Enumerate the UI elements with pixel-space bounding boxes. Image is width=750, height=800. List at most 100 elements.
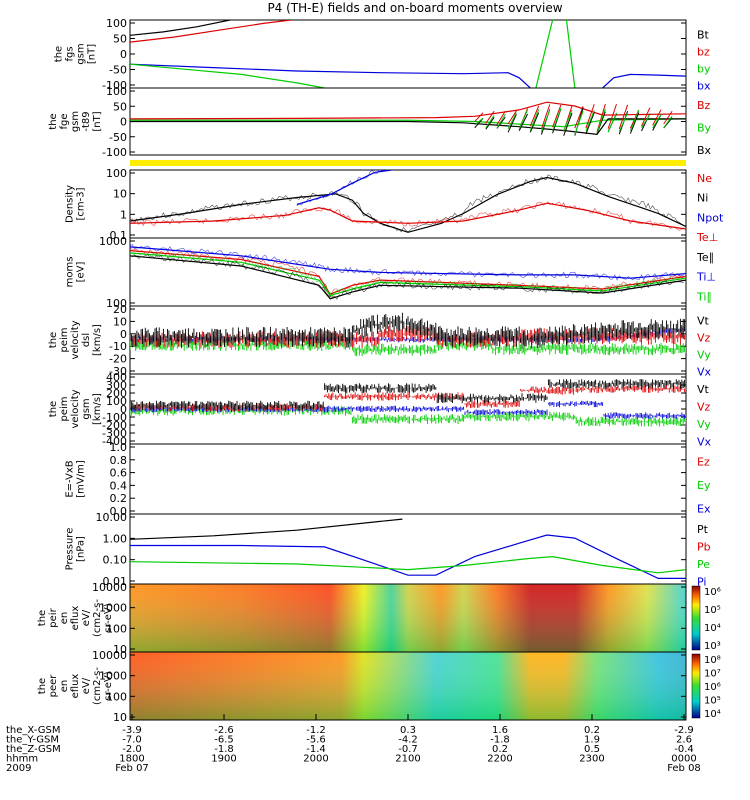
legend-label: Pb: [697, 540, 711, 553]
panel-2: [130, 160, 686, 166]
x-tick-value: -7.0: [122, 735, 142, 746]
spectrogram-shade: [130, 652, 686, 720]
x-tick-value: 0.2: [492, 744, 508, 755]
y-axis-label: the: [54, 46, 65, 62]
x-tick-value: -5.6: [306, 735, 326, 746]
y-tick-label: 0: [120, 116, 127, 129]
panel-1: 100 50 0 -50 -100 the fge gsm -t89 [nT] Bz By Bx: [48, 85, 712, 159]
legend-label: by: [697, 63, 711, 76]
noise-black: [130, 312, 686, 349]
x-row-label: the_X-GSM: [6, 725, 60, 736]
series-line-blue: [130, 63, 531, 88]
panel-4: 1000 100 moms [eV]: [65, 235, 687, 310]
legend-label: Bx: [697, 144, 712, 157]
panel-frame: [129, 513, 687, 585]
y-tick-label: -100: [102, 411, 127, 424]
y-axis-label: peim: [59, 327, 70, 352]
y-tick-label: -20: [109, 353, 127, 366]
figure-title: P4 (TH-E) fields and on-board moments ov…: [267, 1, 562, 15]
y-tick-label: 0.2: [110, 492, 128, 505]
colorbar-tick-label: 10⁸: [704, 655, 721, 666]
legend-label: Ni: [697, 192, 708, 205]
y-axis-label: eV/: [81, 677, 92, 694]
series-group: [130, 312, 686, 357]
y-axis-label: [mV/m]: [76, 460, 87, 498]
legend-label: bz: [697, 46, 710, 59]
y-axis-label: fge: [59, 113, 70, 129]
y-tick-label: 100: [106, 690, 127, 703]
y-axis-label: gsm: [81, 398, 92, 419]
y-tick-label: 0.1: [110, 229, 128, 242]
y-tick-label: 0: [120, 328, 127, 341]
series-line-green: [130, 555, 686, 574]
y-axis-label: sr-eV): [103, 671, 114, 700]
legend-label: Ez: [697, 456, 710, 469]
y-tick-label: 0.10: [103, 554, 128, 567]
x-tick-value: 1.9: [584, 735, 600, 746]
y-tick-label: 10: [113, 315, 127, 328]
y-tick-label: 0.8: [110, 454, 128, 467]
y-tick-label: 1000: [99, 670, 127, 683]
y-tick-label: 50: [113, 100, 127, 113]
y-tick-label: -400: [102, 435, 127, 448]
y-tick-label: 0.4: [110, 479, 128, 492]
legend-label: Pe: [697, 558, 710, 571]
y-axis-label: E=-VxB: [65, 460, 76, 497]
y-tick-label: 1.00: [103, 532, 128, 545]
x-tick-value: 1800: [119, 754, 144, 765]
y-tick-label: 0: [120, 403, 127, 416]
legend-label: Vy: [697, 349, 711, 362]
y-axis-label: sr-eV): [103, 603, 114, 632]
legend-label: Bt: [697, 29, 710, 42]
legend-label: Pi: [697, 575, 706, 588]
series-noise: [130, 252, 685, 298]
y-tick-label: 50: [113, 33, 127, 46]
y-axis-label: the: [37, 610, 48, 626]
legend-label: bx: [697, 80, 711, 93]
y-tick-label: 1: [120, 208, 127, 221]
x-tick-value: Feb 08: [667, 763, 701, 774]
series-group: [130, 379, 686, 427]
x-tick-value: 0.5: [584, 744, 600, 755]
x-row-label: 2009: [6, 763, 31, 774]
x-tick-value: 2100: [395, 754, 420, 765]
y-axis-label: [nT]: [87, 44, 98, 64]
series-noise: [130, 254, 684, 300]
y-axis-label: [nT]: [92, 111, 103, 131]
y-tick-label: 400: [106, 371, 127, 384]
legend-label: Ex: [697, 502, 711, 515]
legend-label: Ey: [697, 479, 711, 492]
y-axis-label: fgs: [65, 46, 76, 61]
y-tick-label: 100: [106, 395, 127, 408]
y-axis-label: eV/: [81, 609, 92, 626]
y-axis-label: the: [48, 332, 59, 348]
x-tick-value: -2.9: [674, 725, 694, 736]
x-tick-value: 0.2: [584, 725, 600, 736]
colorbar-tick-label: 10⁶: [704, 682, 721, 693]
y-axis-label: velocity: [70, 389, 81, 428]
y-axis-label: Pressure: [65, 528, 76, 571]
legend-label: Npot: [697, 211, 724, 224]
y-axis-label: the: [37, 678, 48, 694]
legend-label: Vy: [697, 418, 711, 431]
y-axis-label: dsl: [81, 333, 92, 347]
y-tick-label: 10.00: [96, 511, 128, 524]
colorbar-tick-label: 10⁵: [704, 696, 721, 707]
legend-label: Te∥: [696, 251, 714, 264]
legend-label: Vz: [697, 400, 711, 413]
panel-frame: [129, 19, 687, 89]
y-axis-label: -t89: [81, 111, 92, 131]
y-tick-label: 1000: [99, 235, 127, 248]
y-tick-label: -300: [102, 427, 127, 440]
x-tick-value: -4.2: [398, 735, 418, 746]
y-tick-label: -30: [109, 365, 127, 378]
x-tick-value: Feb 07: [115, 763, 149, 774]
x-tick-value: -6.5: [214, 735, 234, 746]
panel-8: 10.00 1.00 0.10 0.01 Pressure [nPa] Pt Pb Pe Pi: [65, 511, 711, 588]
x-tick-value: -1.2: [306, 725, 326, 736]
panel-frame: [129, 443, 687, 515]
y-tick-label: 1000: [99, 602, 127, 615]
y-axis-label: eflux: [70, 606, 81, 631]
series-line-green: [130, 63, 325, 88]
